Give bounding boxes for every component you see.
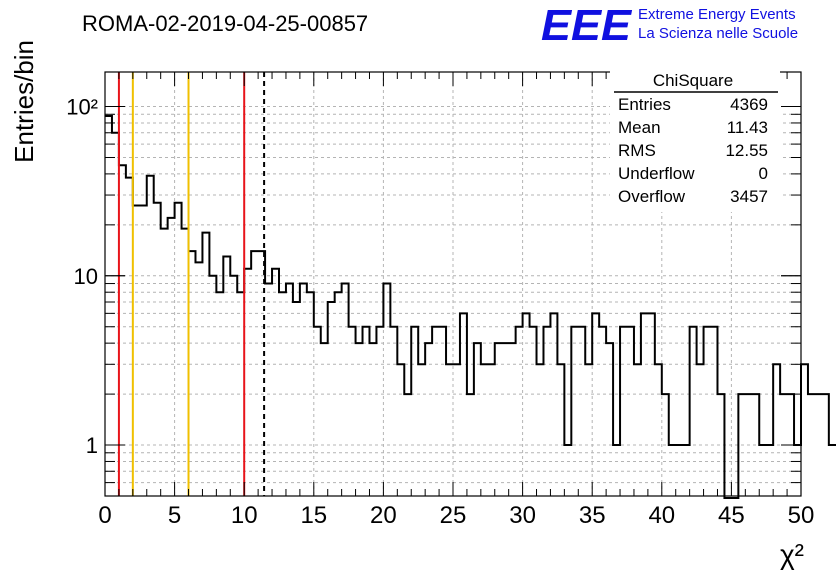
stats-label-rms: RMS <box>618 141 656 160</box>
stats-label-mean: Mean <box>618 118 661 137</box>
x-tick-label: 25 <box>440 502 467 529</box>
logo-line-1: Extreme Energy Events <box>638 6 796 23</box>
histogram-outline <box>105 114 836 499</box>
y-tick-label: 1 <box>86 433 98 458</box>
y-axis-label: Entries/bin <box>9 40 39 163</box>
x-tick-label: 50 <box>788 502 815 529</box>
tick-labels-layer: 0 5 10 15 20 25 30 35 40 45 50 1 10 10² <box>66 95 814 529</box>
x-tick-label: 35 <box>579 502 606 529</box>
stats-box-background <box>610 70 780 212</box>
stats-label-overflow: Overflow <box>618 187 686 206</box>
x-tick-label: 30 <box>509 502 536 529</box>
x-tick-label: 0 <box>98 502 111 529</box>
stats-value-entries: 4369 <box>730 95 768 114</box>
stats-value-rms: 12.55 <box>725 141 768 160</box>
stats-label-entries: Entries <box>618 95 671 114</box>
stats-box: ChiSquare Entries 4369 Mean 11.43 RMS 12… <box>610 70 780 212</box>
run-title: ROMA-02-2019-04-25-00857 <box>82 11 368 36</box>
x-tick-label: 5 <box>168 502 181 529</box>
logo-line-2: La Scienza nelle Scuole <box>638 25 798 42</box>
histogram-layer <box>105 114 836 499</box>
stats-label-underflow: Underflow <box>618 164 695 183</box>
stats-value-mean: 11.43 <box>727 118 768 137</box>
x-tick-label: 15 <box>300 502 327 529</box>
x-tick-label: 40 <box>648 502 675 529</box>
stats-value-underflow: 0 <box>759 164 768 183</box>
y-tick-label: 10 <box>74 264 98 289</box>
x-tick-label: 10 <box>231 502 258 529</box>
y-tick-label: 10² <box>66 95 98 120</box>
eee-logo: EEE <box>541 1 633 50</box>
stats-title: ChiSquare <box>653 71 733 90</box>
x-tick-label: 45 <box>718 502 745 529</box>
marker-lines-layer <box>117 72 266 496</box>
x-axis-label: χ² <box>780 539 804 570</box>
x-tick-label: 20 <box>370 502 397 529</box>
stats-value-overflow: 3457 <box>730 187 768 206</box>
